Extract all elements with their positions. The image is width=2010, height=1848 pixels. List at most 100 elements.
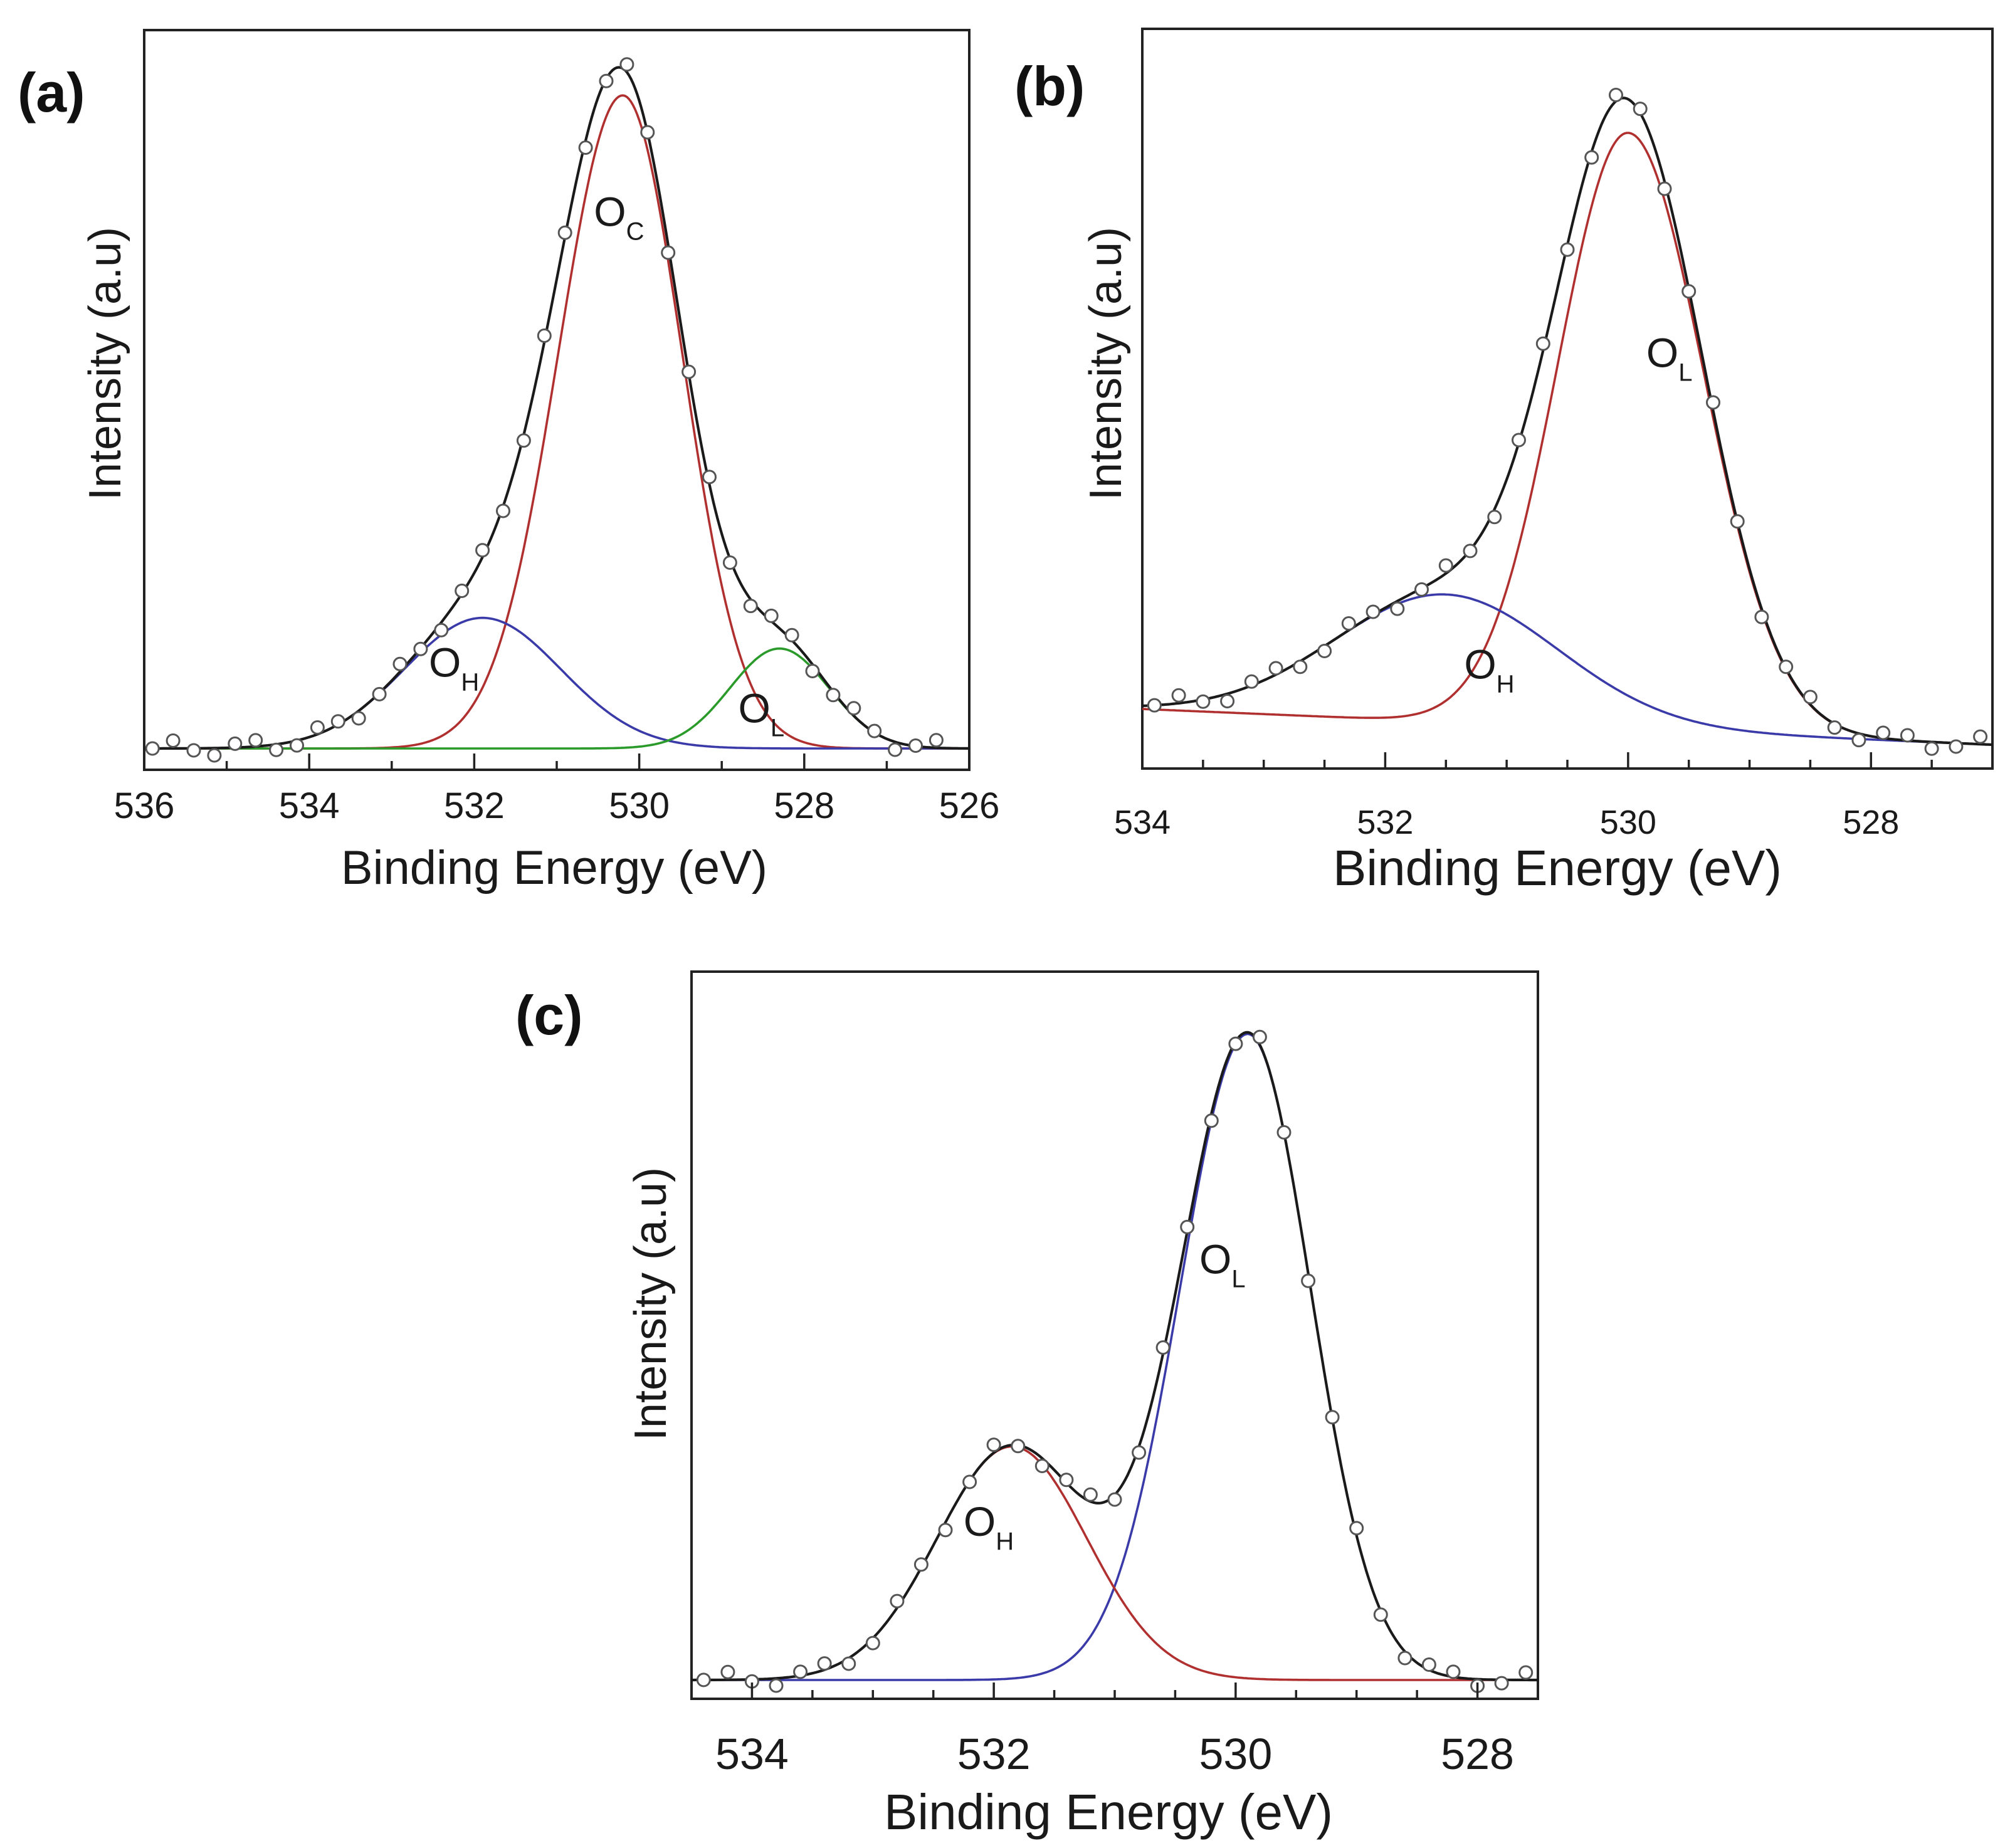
panel-a-data-point	[207, 748, 222, 763]
panel-a-data-point	[434, 622, 449, 638]
panel-b-x-tick-label: 534	[1114, 804, 1171, 841]
panel-a-data-point	[455, 584, 470, 598]
panel-b-data-point	[1924, 741, 1939, 756]
panel-a-data-point	[681, 364, 697, 379]
panel-a-x-tick-label: 526	[939, 785, 1000, 826]
panel-b-x-axis-label: Binding Energy (eV)	[1333, 840, 1782, 896]
panel-b-data-point	[1706, 395, 1720, 410]
panel-a-ticks: 536 534 532 530 528 526	[114, 753, 1000, 826]
panel-b-data-point	[1730, 514, 1745, 529]
panel-c-peak-label-o-l: OL	[1199, 1236, 1246, 1293]
panel-b-data-point	[1414, 582, 1429, 597]
panel-b-data-point	[1171, 688, 1186, 703]
panel-c-data-point	[1494, 1676, 1509, 1691]
panel-c-x-tick-label: 530	[1199, 1730, 1272, 1778]
panel-a-data-point	[310, 720, 325, 735]
panel-c-data-point	[1011, 1439, 1026, 1454]
panel-c-data-point	[1180, 1219, 1195, 1234]
panel-c-data-point	[841, 1656, 856, 1671]
panel-a-x-tick-label: 532	[444, 785, 505, 826]
panel-b-x-tick-label: 528	[1843, 804, 1899, 841]
panel-c-data-point	[1228, 1036, 1243, 1051]
panel-b-peak-label-o-l: OL	[1646, 329, 1693, 386]
panel-a-data-point	[372, 686, 387, 701]
panel-a-data-point	[475, 543, 490, 558]
panel-c-data-point	[1204, 1113, 1219, 1128]
panel-a-data-point	[661, 245, 676, 260]
panel-b-data-point	[1463, 543, 1478, 559]
panel-b-data-point	[1341, 616, 1356, 631]
panel-b-data-point	[1779, 659, 1794, 675]
panel-c-data-point	[1059, 1473, 1074, 1488]
panel-b-data-point	[1535, 336, 1550, 351]
panel-a-data-point	[496, 503, 510, 518]
panel-b: (b) Intensity (a.u) Binding Energy (eV) …	[1014, 28, 1994, 896]
panel-a-data-point	[784, 627, 799, 643]
panel-a-data-point	[764, 608, 779, 623]
panel-c-x-tick-label: 534	[715, 1730, 789, 1778]
panel-c-data-point	[1132, 1445, 1147, 1460]
panel-c-x-tick-label: 528	[1441, 1730, 1514, 1778]
panel-a-data-point	[248, 733, 263, 748]
panel-b-x-tick-label: 532	[1357, 804, 1413, 841]
panel-a-x-tick-label: 528	[774, 785, 834, 826]
panel-b-data-point	[1560, 242, 1575, 257]
panel-a-peak-label-o-c: OC	[594, 189, 644, 246]
panel-b-data-point	[1633, 102, 1648, 117]
panel-a-data-point	[888, 742, 903, 757]
panel-c-data-point	[817, 1656, 832, 1671]
panel-a-data-point	[640, 125, 655, 140]
panel-a-peak-label-o-h: OH	[429, 639, 479, 696]
panel-b-data-point	[1220, 694, 1235, 708]
panel-b-data-point	[1973, 729, 1988, 744]
panel-b-data-point	[1147, 698, 1162, 713]
panel-a-data-point	[929, 733, 944, 748]
panel-a-x-tick-label: 536	[114, 785, 175, 826]
panel-a-data-point	[516, 433, 531, 448]
panel-a-data-point	[619, 57, 634, 72]
panel-a-data-point	[846, 701, 861, 716]
panel-c-label: (c)	[515, 984, 583, 1046]
panel-a-x-axis-label: Binding Energy (eV)	[341, 841, 767, 895]
panel-b-data-point	[1584, 150, 1599, 165]
panel-c-peak-labels: OL OH	[964, 1236, 1246, 1555]
panel-c-data-point	[1276, 1125, 1292, 1140]
panel-b-data-point	[1851, 733, 1866, 748]
panel-a-data-point	[537, 328, 552, 343]
panel-b-data-point	[1657, 181, 1672, 196]
panel-a-data-point	[186, 743, 201, 758]
panel-c-fit-layer	[692, 1029, 1538, 1693]
panel-a-data-point	[413, 641, 428, 656]
panel-a-data-point	[702, 470, 717, 485]
panel-a-fit-layer	[144, 57, 969, 763]
panel-a-data-point	[228, 736, 243, 751]
panel-b-data-point	[1827, 720, 1842, 735]
panel-a: (a) Intensity (a.u) Binding Energy (eV) …	[18, 29, 1000, 895]
panel-c-data-point	[1325, 1410, 1340, 1425]
panel-c-data-point	[720, 1664, 735, 1679]
panel-a-data-point	[166, 733, 181, 748]
panel-a-data-point	[908, 738, 923, 753]
panel-c-data-point	[1373, 1607, 1388, 1622]
panel-b-data-point	[1512, 433, 1526, 448]
panel-a-data-point	[578, 140, 593, 155]
panel-c-data-point	[913, 1557, 929, 1572]
panel-b-x-tick-label: 530	[1600, 804, 1656, 841]
panel-b-data-point	[1293, 659, 1308, 675]
panel-b-y-axis-label: Intensity (a.u)	[1081, 227, 1131, 500]
panel-b-data-point	[1754, 609, 1769, 624]
panel-b-data-point	[1876, 725, 1891, 740]
panel-b-peak-labels: OL OH	[1464, 329, 1692, 698]
panel-a-data-point	[867, 723, 882, 738]
panel-a-y-axis-label: Intensity (a.u)	[80, 227, 130, 500]
panel-c-peak-label-o-h: OH	[964, 1498, 1014, 1555]
panel-a-x-tick-label: 530	[609, 785, 670, 826]
panel-c-x-axis-label: Binding Energy (eV)	[884, 1784, 1333, 1840]
panel-a-peak-labels: OC OH OL	[429, 189, 784, 742]
panel-a-data-point	[743, 599, 758, 614]
panel-a-x-tick-label: 534	[279, 785, 340, 826]
panel-b-ticks: 534 532 530 528	[1114, 752, 1994, 841]
panel-c-data-point	[938, 1523, 953, 1538]
panel-b-data-point	[1802, 690, 1818, 705]
